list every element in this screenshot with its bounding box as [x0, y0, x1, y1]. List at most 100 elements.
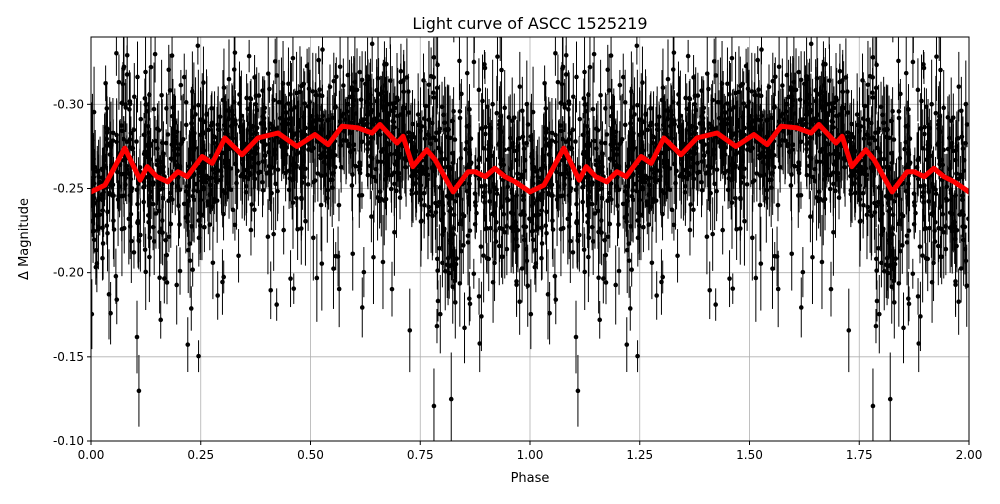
data-point	[877, 185, 882, 190]
data-point	[244, 190, 249, 195]
data-point	[675, 253, 680, 258]
data-point	[686, 54, 691, 59]
data-point	[861, 203, 866, 208]
data-point	[443, 157, 448, 162]
data-point	[718, 139, 723, 144]
data-point	[350, 172, 355, 177]
data-point	[592, 139, 597, 144]
data-point	[135, 75, 140, 80]
data-point	[727, 176, 732, 181]
data-point	[596, 275, 601, 280]
data-point	[170, 142, 175, 147]
data-point	[525, 283, 530, 288]
data-point	[121, 82, 126, 87]
data-point	[571, 250, 576, 255]
data-point	[553, 274, 558, 279]
data-point	[337, 203, 342, 208]
data-point	[174, 283, 179, 288]
data-point	[138, 117, 143, 122]
data-point	[582, 247, 587, 252]
data-point	[135, 335, 140, 340]
data-point	[357, 168, 362, 173]
data-point	[657, 114, 662, 119]
data-point	[143, 247, 148, 252]
data-point	[933, 6, 938, 11]
data-point	[568, 212, 573, 217]
data-point	[388, 12, 393, 17]
data-point	[359, 97, 364, 102]
data-point	[196, 43, 201, 48]
data-point	[350, 251, 355, 256]
data-point	[772, 254, 777, 259]
data-point	[457, 59, 462, 64]
data-point	[421, 78, 426, 83]
data-point	[419, 219, 424, 224]
data-point	[153, 52, 158, 57]
data-point	[266, 234, 271, 239]
data-point	[319, 203, 324, 208]
data-point	[868, 74, 873, 79]
data-point	[707, 288, 712, 293]
data-point	[142, 133, 147, 138]
data-point	[291, 56, 296, 61]
data-point	[407, 110, 412, 115]
data-point	[440, 232, 445, 237]
y-axis-label: Δ Magnitude	[17, 198, 32, 280]
data-point	[202, 225, 207, 230]
data-point	[543, 106, 548, 111]
data-point	[495, 54, 500, 59]
data-point	[398, 195, 403, 200]
data-point	[699, 139, 704, 144]
data-point	[422, 116, 427, 121]
data-point	[92, 110, 97, 115]
data-point	[511, 212, 516, 217]
data-point	[225, 181, 230, 186]
data-point	[659, 151, 664, 156]
data-point	[462, 214, 467, 219]
data-point	[898, 156, 903, 161]
data-point	[776, 287, 781, 292]
data-point	[273, 59, 278, 64]
data-point	[114, 274, 119, 279]
data-point	[936, 244, 941, 249]
data-point	[653, 179, 658, 184]
data-point	[433, 201, 438, 206]
data-point	[397, 171, 402, 176]
data-point	[190, 267, 195, 272]
data-point	[642, 120, 647, 125]
data-point	[618, 83, 623, 88]
data-point	[129, 189, 134, 194]
data-point	[116, 197, 121, 202]
data-point	[350, 183, 355, 188]
data-point	[641, 225, 646, 230]
data-point	[577, 165, 582, 170]
data-point	[247, 54, 252, 59]
data-point	[672, 50, 677, 55]
data-point	[929, 102, 934, 107]
data-point	[462, 326, 467, 331]
data-point	[874, 324, 879, 329]
data-point	[248, 171, 253, 176]
data-point	[485, 104, 490, 109]
data-point	[799, 305, 804, 310]
data-point	[512, 115, 517, 120]
data-point	[603, 141, 608, 146]
data-point	[494, 220, 499, 225]
data-point	[477, 88, 482, 93]
data-point	[192, 131, 197, 136]
data-point	[128, 137, 133, 142]
data-point	[778, 114, 783, 119]
data-point	[512, 221, 517, 226]
data-point	[299, 197, 304, 202]
data-point	[919, 99, 924, 104]
data-point	[789, 183, 794, 188]
data-point	[777, 64, 782, 69]
data-point	[432, 404, 437, 409]
data-point	[260, 139, 265, 144]
data-point	[901, 326, 906, 331]
data-point	[880, 211, 885, 216]
data-point	[134, 139, 139, 144]
data-point	[635, 354, 640, 359]
data-point	[468, 302, 473, 307]
data-point	[307, 86, 312, 91]
